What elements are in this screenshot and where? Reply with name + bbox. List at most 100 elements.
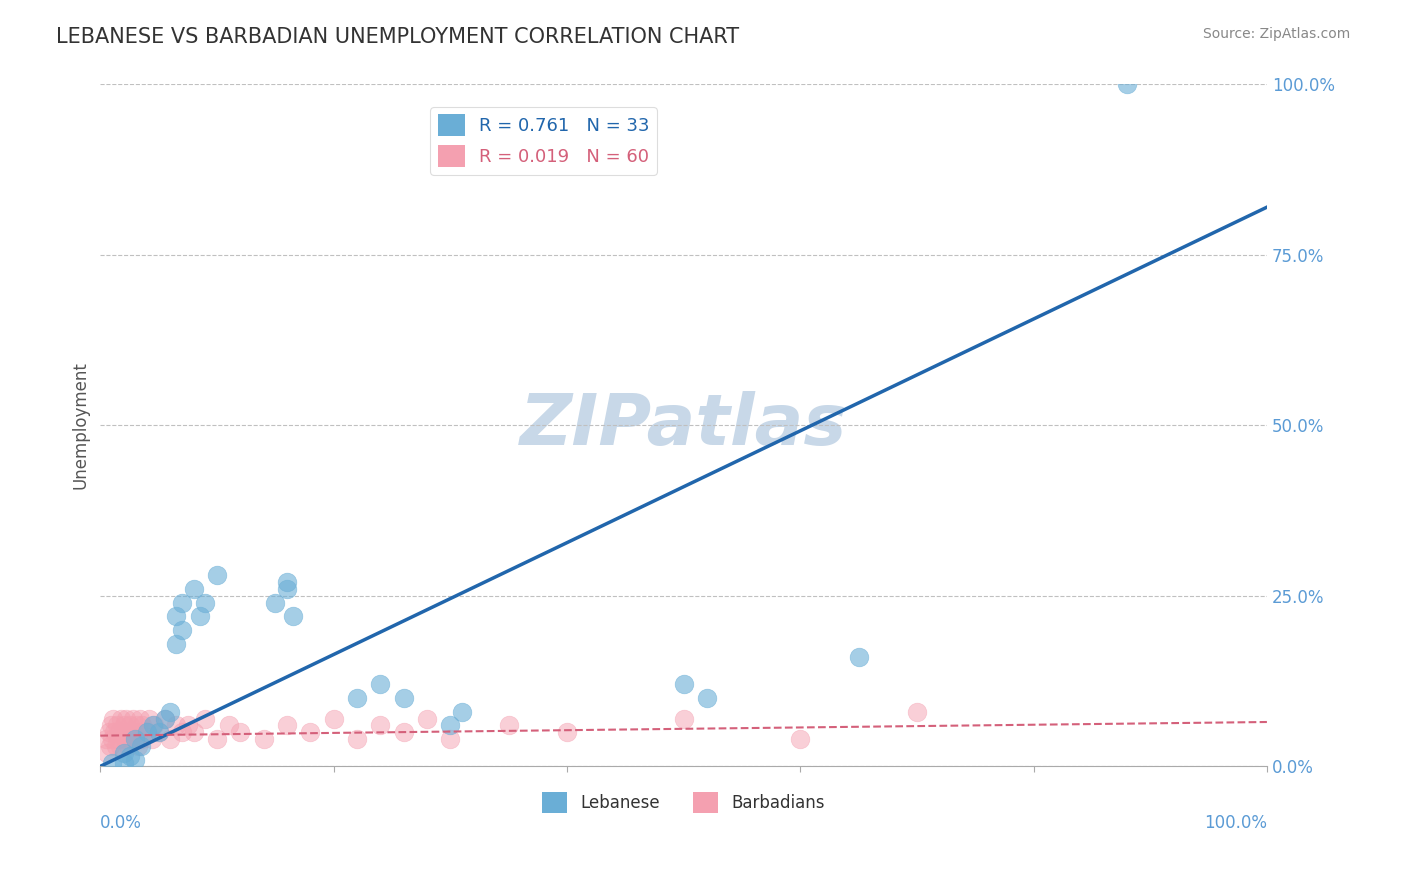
Legend: Lebanese, Barbadians: Lebanese, Barbadians xyxy=(536,786,832,820)
Point xyxy=(148,725,170,739)
Point xyxy=(170,623,193,637)
Point xyxy=(136,725,159,739)
Point xyxy=(194,712,217,726)
Text: ZIPatlas: ZIPatlas xyxy=(520,391,848,460)
Point xyxy=(322,712,344,726)
Point xyxy=(120,732,142,747)
Point xyxy=(138,712,160,726)
Point xyxy=(108,739,131,753)
Point xyxy=(229,725,252,739)
Point xyxy=(299,725,322,739)
Point xyxy=(153,712,176,726)
Point xyxy=(159,732,181,747)
Point xyxy=(188,609,211,624)
Point xyxy=(165,718,187,732)
Point xyxy=(439,732,461,747)
Point xyxy=(96,746,118,760)
Point xyxy=(264,596,287,610)
Point xyxy=(129,712,152,726)
Text: 0.0%: 0.0% xyxy=(100,814,142,832)
Point xyxy=(127,739,149,753)
Point xyxy=(118,749,141,764)
Point xyxy=(115,725,138,739)
Point xyxy=(129,739,152,753)
Y-axis label: Unemployment: Unemployment xyxy=(72,361,89,490)
Point xyxy=(498,718,520,732)
Point xyxy=(112,756,135,770)
Point xyxy=(114,732,136,747)
Point xyxy=(153,712,176,726)
Point xyxy=(112,718,135,732)
Point xyxy=(439,718,461,732)
Point xyxy=(96,732,118,747)
Point xyxy=(451,705,474,719)
Point xyxy=(194,596,217,610)
Text: Source: ZipAtlas.com: Source: ZipAtlas.com xyxy=(1202,27,1350,41)
Point xyxy=(103,725,125,739)
Point xyxy=(136,725,159,739)
Point xyxy=(183,725,205,739)
Text: 100.0%: 100.0% xyxy=(1204,814,1267,832)
Point xyxy=(346,691,368,706)
Point xyxy=(905,705,928,719)
Point xyxy=(142,718,165,732)
Point xyxy=(122,712,145,726)
Point xyxy=(1116,78,1139,92)
Point xyxy=(368,677,391,691)
Point xyxy=(118,718,141,732)
Point xyxy=(392,725,415,739)
Point xyxy=(115,712,138,726)
Point xyxy=(696,691,718,706)
Point xyxy=(672,712,695,726)
Point xyxy=(129,732,152,747)
Point xyxy=(276,718,298,732)
Point xyxy=(555,725,578,739)
Point xyxy=(124,732,146,747)
Point xyxy=(276,575,298,590)
Point xyxy=(205,732,228,747)
Point xyxy=(165,637,187,651)
Point xyxy=(170,596,193,610)
Point xyxy=(117,739,139,753)
Point xyxy=(159,705,181,719)
Point xyxy=(143,718,166,732)
Point xyxy=(141,732,163,747)
Point xyxy=(101,732,124,747)
Point xyxy=(100,718,122,732)
Point xyxy=(368,718,391,732)
Point xyxy=(392,691,415,706)
Point xyxy=(848,650,870,665)
Point xyxy=(789,732,811,747)
Point xyxy=(101,756,124,770)
Point xyxy=(124,732,146,747)
Point xyxy=(107,732,129,747)
Point xyxy=(148,725,170,739)
Point xyxy=(103,712,125,726)
Point xyxy=(125,718,148,732)
Point xyxy=(112,746,135,760)
Point xyxy=(105,718,128,732)
Point xyxy=(165,609,187,624)
Text: LEBANESE VS BARBADIAN UNEMPLOYMENT CORRELATION CHART: LEBANESE VS BARBADIAN UNEMPLOYMENT CORRE… xyxy=(56,27,740,46)
Point xyxy=(110,712,132,726)
Point xyxy=(97,725,120,739)
Point xyxy=(121,725,143,739)
Point xyxy=(177,718,200,732)
Point xyxy=(205,568,228,582)
Point xyxy=(131,718,153,732)
Point xyxy=(281,609,304,624)
Point xyxy=(276,582,298,596)
Point xyxy=(416,712,439,726)
Point xyxy=(128,725,150,739)
Point xyxy=(253,732,276,747)
Point xyxy=(124,752,146,766)
Point xyxy=(104,739,127,753)
Point xyxy=(108,725,131,739)
Point xyxy=(98,739,121,753)
Point xyxy=(111,725,134,739)
Point xyxy=(346,732,368,747)
Point xyxy=(170,725,193,739)
Point xyxy=(183,582,205,596)
Point xyxy=(672,677,695,691)
Point xyxy=(218,718,240,732)
